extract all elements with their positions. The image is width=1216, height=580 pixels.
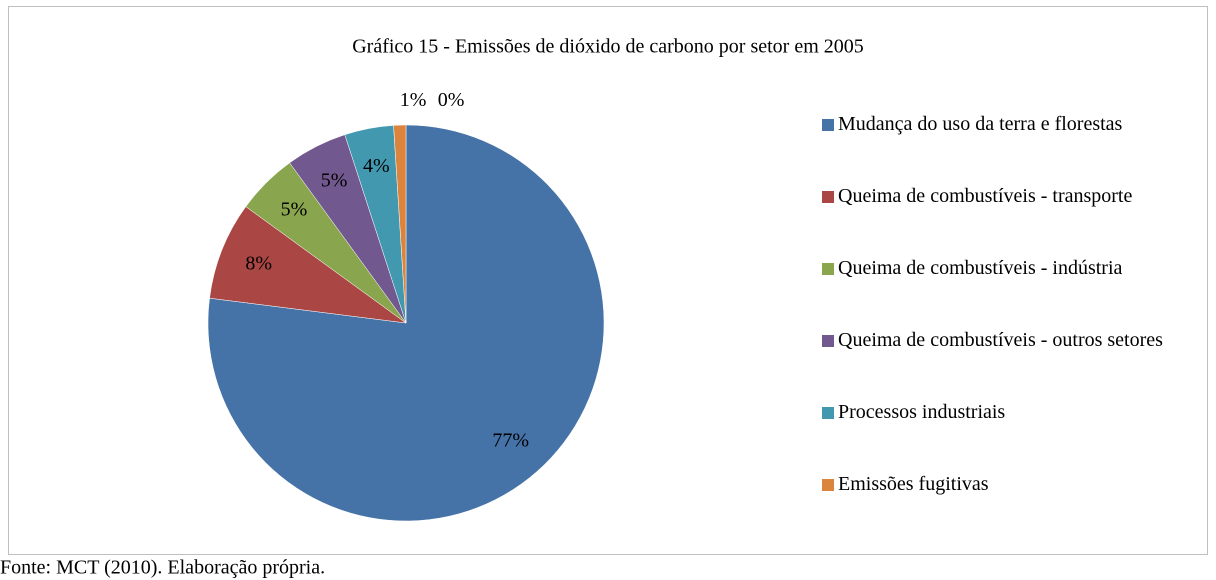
legend-label: Mudança do uso da terra e florestas bbox=[838, 113, 1123, 135]
data-label: 77% bbox=[492, 429, 529, 451]
chart-title: Gráfico 15 - Emissões de dióxido de carb… bbox=[352, 36, 864, 58]
data-label: 1% bbox=[400, 89, 427, 111]
pie-slice bbox=[393, 124, 407, 324]
legend-label: Emissões fugitivas bbox=[838, 473, 989, 495]
legend-label: Processos industriais bbox=[838, 401, 1005, 423]
legend-label: Queima de combustíveis - outros setores bbox=[838, 329, 1163, 351]
legend-swatch bbox=[822, 263, 834, 275]
legend-label: Queima de combustíveis - transporte bbox=[838, 185, 1132, 207]
pie-slice bbox=[209, 206, 407, 324]
data-label: 8% bbox=[245, 252, 272, 274]
source-note: Fonte: MCT (2010). Elaboração própria. bbox=[0, 557, 325, 579]
pie-slice bbox=[207, 124, 605, 522]
legend-swatch bbox=[822, 335, 834, 347]
data-label: 4% bbox=[363, 155, 390, 177]
data-label: 5% bbox=[281, 199, 308, 221]
data-label: 5% bbox=[321, 169, 348, 191]
data-label: 0% bbox=[438, 89, 465, 111]
source-background bbox=[0, 556, 420, 580]
legend-label: Queima de combustíveis - indústria bbox=[838, 257, 1123, 279]
legend-swatch bbox=[822, 119, 834, 131]
legend-swatch bbox=[822, 191, 834, 203]
legend-swatch bbox=[822, 407, 834, 419]
legend-swatch bbox=[822, 479, 834, 491]
chart-frame bbox=[8, 6, 1208, 555]
